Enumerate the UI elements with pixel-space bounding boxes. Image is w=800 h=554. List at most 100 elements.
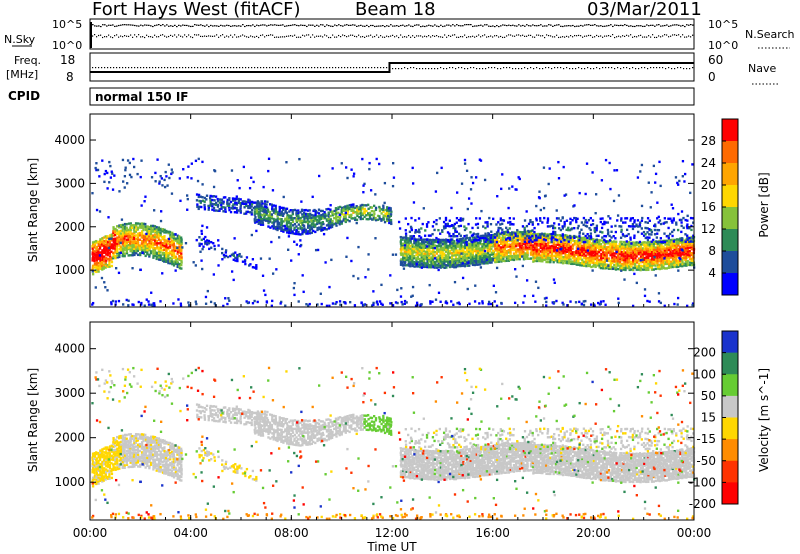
nsearch-point — [92, 35, 94, 37]
data-cell — [454, 244, 457, 247]
data-cell — [370, 213, 373, 217]
data-cell — [677, 263, 681, 267]
data-cell — [289, 209, 292, 212]
data-cell — [110, 233, 113, 236]
nsearch-point — [228, 36, 230, 38]
data-cell — [573, 243, 576, 246]
data-cell — [590, 244, 593, 247]
data-cell — [633, 236, 636, 240]
data-cell — [618, 245, 622, 248]
data-cell — [667, 254, 670, 257]
nsky-point — [230, 25, 232, 28]
data-cell — [609, 251, 612, 255]
data-cell — [665, 267, 669, 270]
nsearch-point — [146, 34, 148, 36]
nsky-point — [332, 25, 334, 28]
nsearch-point — [458, 36, 460, 38]
data-cell — [238, 252, 241, 256]
data-cell — [571, 260, 574, 263]
data-cell — [531, 240, 534, 243]
data-cell — [562, 250, 565, 253]
data-cell — [627, 232, 630, 236]
nsky-point — [434, 24, 436, 26]
data-cell — [473, 263, 476, 267]
data-cell — [178, 243, 181, 246]
nave-point — [653, 67, 655, 69]
data-cell — [441, 254, 444, 257]
data-cell — [329, 214, 332, 218]
data-cell — [132, 165, 136, 169]
data-cell — [567, 226, 570, 230]
data-cell — [171, 255, 174, 258]
data-cell — [146, 237, 149, 240]
data-cell — [533, 242, 537, 245]
data-cell — [496, 254, 499, 257]
data-cell — [454, 227, 457, 230]
data-cell — [429, 266, 433, 269]
data-cell — [671, 230, 674, 234]
data-cell — [462, 246, 465, 250]
nsky-point — [294, 24, 296, 26]
data-cell — [519, 246, 522, 249]
data-cell — [303, 230, 306, 234]
nave-point — [674, 68, 676, 70]
data-cell — [611, 265, 614, 269]
data-cell — [567, 246, 571, 250]
data-cell — [620, 228, 623, 232]
data-cell — [669, 232, 672, 236]
nsky-point — [146, 24, 148, 26]
data-cell — [516, 230, 520, 233]
data-cell — [476, 222, 480, 226]
data-cell — [564, 253, 567, 257]
data-cell — [594, 244, 597, 247]
data-cell — [666, 256, 669, 260]
data-cell — [148, 253, 151, 257]
nsearch-point — [106, 36, 108, 38]
data-cell — [621, 233, 625, 236]
data-cell — [401, 238, 404, 241]
nave-point — [296, 67, 298, 69]
data-cell — [591, 222, 595, 226]
data-cell — [552, 236, 555, 239]
data-cell — [594, 193, 598, 196]
data-cell — [473, 239, 476, 242]
nsky-point — [528, 25, 530, 27]
data-cell — [556, 238, 559, 242]
data-cell — [108, 241, 112, 244]
data-cell — [598, 246, 601, 250]
nsearch-point — [444, 34, 446, 36]
data-cell — [533, 246, 537, 249]
data-cell — [357, 208, 361, 211]
data-cell — [675, 259, 678, 263]
data-cell — [255, 208, 259, 212]
nsky-point — [136, 25, 138, 27]
data-cell — [399, 252, 403, 255]
data-cell — [282, 224, 285, 228]
data-cell — [377, 218, 380, 221]
data-cell — [249, 206, 252, 210]
data-cell — [670, 264, 673, 267]
data-cell — [129, 230, 132, 233]
data-cell — [405, 241, 408, 244]
data-cell — [536, 248, 539, 251]
nave-point — [617, 67, 619, 69]
data-cell — [594, 211, 597, 215]
data-cell — [424, 265, 427, 269]
data-cell — [532, 246, 535, 249]
data-cell — [119, 238, 123, 241]
data-cell — [622, 268, 626, 271]
data-cell — [236, 257, 239, 261]
data-cell — [479, 256, 482, 260]
data-cell — [367, 207, 370, 211]
data-cell — [507, 255, 510, 258]
nsky-point — [606, 25, 608, 27]
data-cell — [550, 251, 554, 254]
data-cell — [169, 246, 172, 249]
data-cell — [108, 160, 111, 164]
data-cell — [469, 248, 472, 251]
nave-tick-top: 60 — [708, 53, 723, 67]
data-cell — [117, 238, 121, 241]
data-cell — [349, 215, 353, 218]
data-cell — [582, 252, 585, 256]
data-cell — [316, 221, 319, 224]
